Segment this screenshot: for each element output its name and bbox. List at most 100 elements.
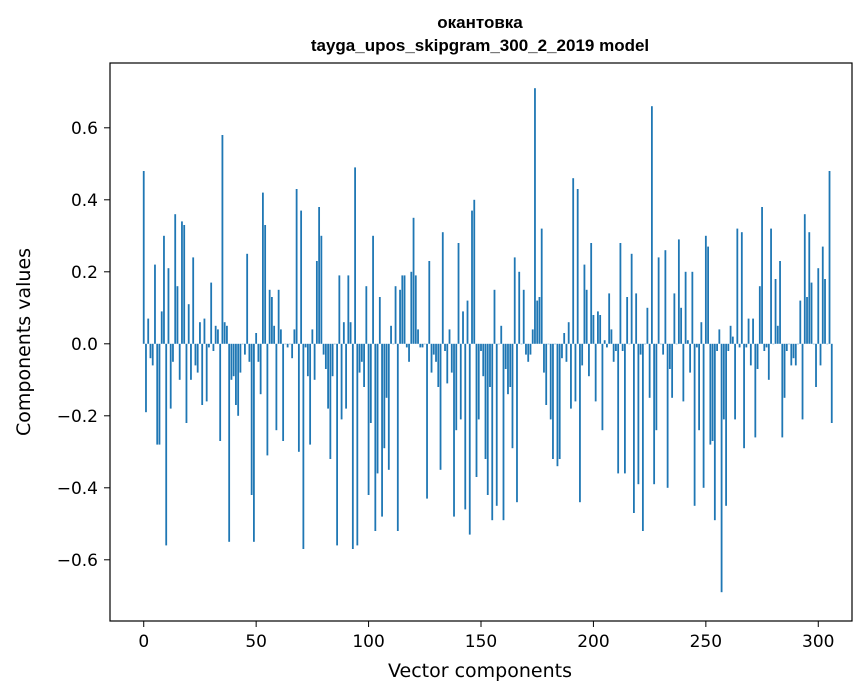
bar-103 — [374, 343, 377, 531]
y-tick-label: −0.4 — [57, 479, 98, 499]
bar-191 — [572, 178, 575, 344]
bar-272 — [754, 343, 757, 438]
bars-group — [142, 88, 833, 593]
bar-132 — [439, 343, 442, 470]
bar-96 — [358, 343, 361, 373]
bar-255 — [716, 343, 718, 351]
bar-195 — [581, 343, 584, 366]
bar-20 — [187, 304, 190, 344]
bar-149 — [477, 343, 480, 420]
bar-71 — [302, 343, 305, 549]
bar-251 — [707, 246, 709, 344]
bar-169 — [522, 289, 525, 344]
bar-108 — [385, 343, 388, 398]
bar-190 — [570, 343, 572, 409]
bar-261 — [729, 325, 732, 344]
bar-253 — [711, 343, 714, 441]
bar-77 — [315, 261, 318, 344]
bar-121 — [414, 275, 417, 344]
bar-8 — [160, 311, 163, 344]
bar-82 — [327, 343, 329, 409]
bar-160 — [502, 343, 505, 521]
bar-120 — [412, 217, 415, 344]
bar-268 — [745, 343, 748, 348]
bar-115 — [401, 275, 404, 344]
bar-171 — [527, 343, 530, 362]
bar-9 — [163, 235, 165, 344]
bar-105 — [378, 297, 381, 344]
bar-123 — [419, 343, 422, 348]
bar-197 — [585, 289, 588, 344]
bar-209 — [612, 343, 615, 362]
bar-284 — [781, 343, 784, 438]
bar-208 — [610, 329, 613, 344]
bar-241 — [684, 271, 687, 344]
bar-101 — [369, 343, 372, 423]
bar-114 — [399, 289, 401, 344]
bar-263 — [734, 343, 736, 420]
bar-150 — [480, 343, 482, 351]
bar-176 — [538, 297, 541, 344]
bar-131 — [437, 343, 440, 387]
bar-16 — [178, 343, 181, 380]
bar-80 — [322, 343, 325, 355]
bar-51 — [257, 343, 260, 362]
bar-203 — [599, 315, 602, 344]
bar-279 — [770, 228, 772, 344]
bar-21 — [190, 343, 192, 380]
bar-294 — [803, 214, 806, 344]
bar-6 — [156, 343, 159, 445]
bar-7 — [158, 343, 161, 445]
bar-98 — [363, 343, 365, 387]
bar-305 — [828, 171, 831, 344]
bar-254 — [713, 343, 716, 521]
bar-147 — [473, 199, 476, 344]
bar-4 — [151, 343, 154, 366]
bar-188 — [565, 343, 568, 362]
bar-199 — [590, 243, 593, 344]
y-tick-label: 0.6 — [71, 119, 98, 139]
bar-18 — [183, 225, 186, 344]
bar-296 — [808, 232, 811, 344]
bar-181 — [549, 343, 552, 420]
bar-38 — [228, 343, 231, 542]
bar-166 — [516, 343, 518, 503]
bar-213 — [621, 343, 624, 351]
bar-12 — [169, 343, 172, 409]
bar-64 — [286, 343, 289, 348]
bar-233 — [666, 343, 669, 488]
bar-32 — [214, 325, 217, 344]
bar-247 — [698, 343, 700, 431]
bar-234 — [668, 343, 671, 369]
bar-122 — [417, 329, 419, 344]
bar-292 — [799, 300, 802, 344]
bar-45 — [244, 343, 246, 355]
bar-155 — [491, 343, 494, 521]
bar-240 — [682, 343, 685, 402]
bar-301 — [819, 343, 822, 366]
bar-274 — [758, 286, 761, 344]
bar-281 — [774, 279, 777, 344]
bar-94 — [354, 167, 356, 344]
x-tick-label: 0 — [138, 632, 149, 652]
bar-239 — [680, 307, 683, 344]
bar-275 — [761, 207, 763, 344]
bar-70 — [300, 210, 303, 344]
bar-10 — [165, 343, 168, 546]
bar-47 — [248, 343, 251, 362]
bar-48 — [250, 343, 253, 495]
x-tick-label: 200 — [577, 632, 609, 652]
bar-173 — [531, 329, 534, 344]
bar-112 — [394, 286, 397, 344]
bar-200 — [592, 315, 595, 344]
plot-frame — [109, 62, 853, 622]
bar-119 — [410, 271, 413, 344]
bar-56 — [268, 289, 271, 344]
bar-245 — [693, 343, 696, 506]
bar-154 — [489, 343, 491, 387]
bar-78 — [318, 207, 321, 344]
bar-266 — [740, 232, 743, 344]
bar-161 — [504, 343, 507, 369]
bar-142 — [462, 311, 464, 344]
